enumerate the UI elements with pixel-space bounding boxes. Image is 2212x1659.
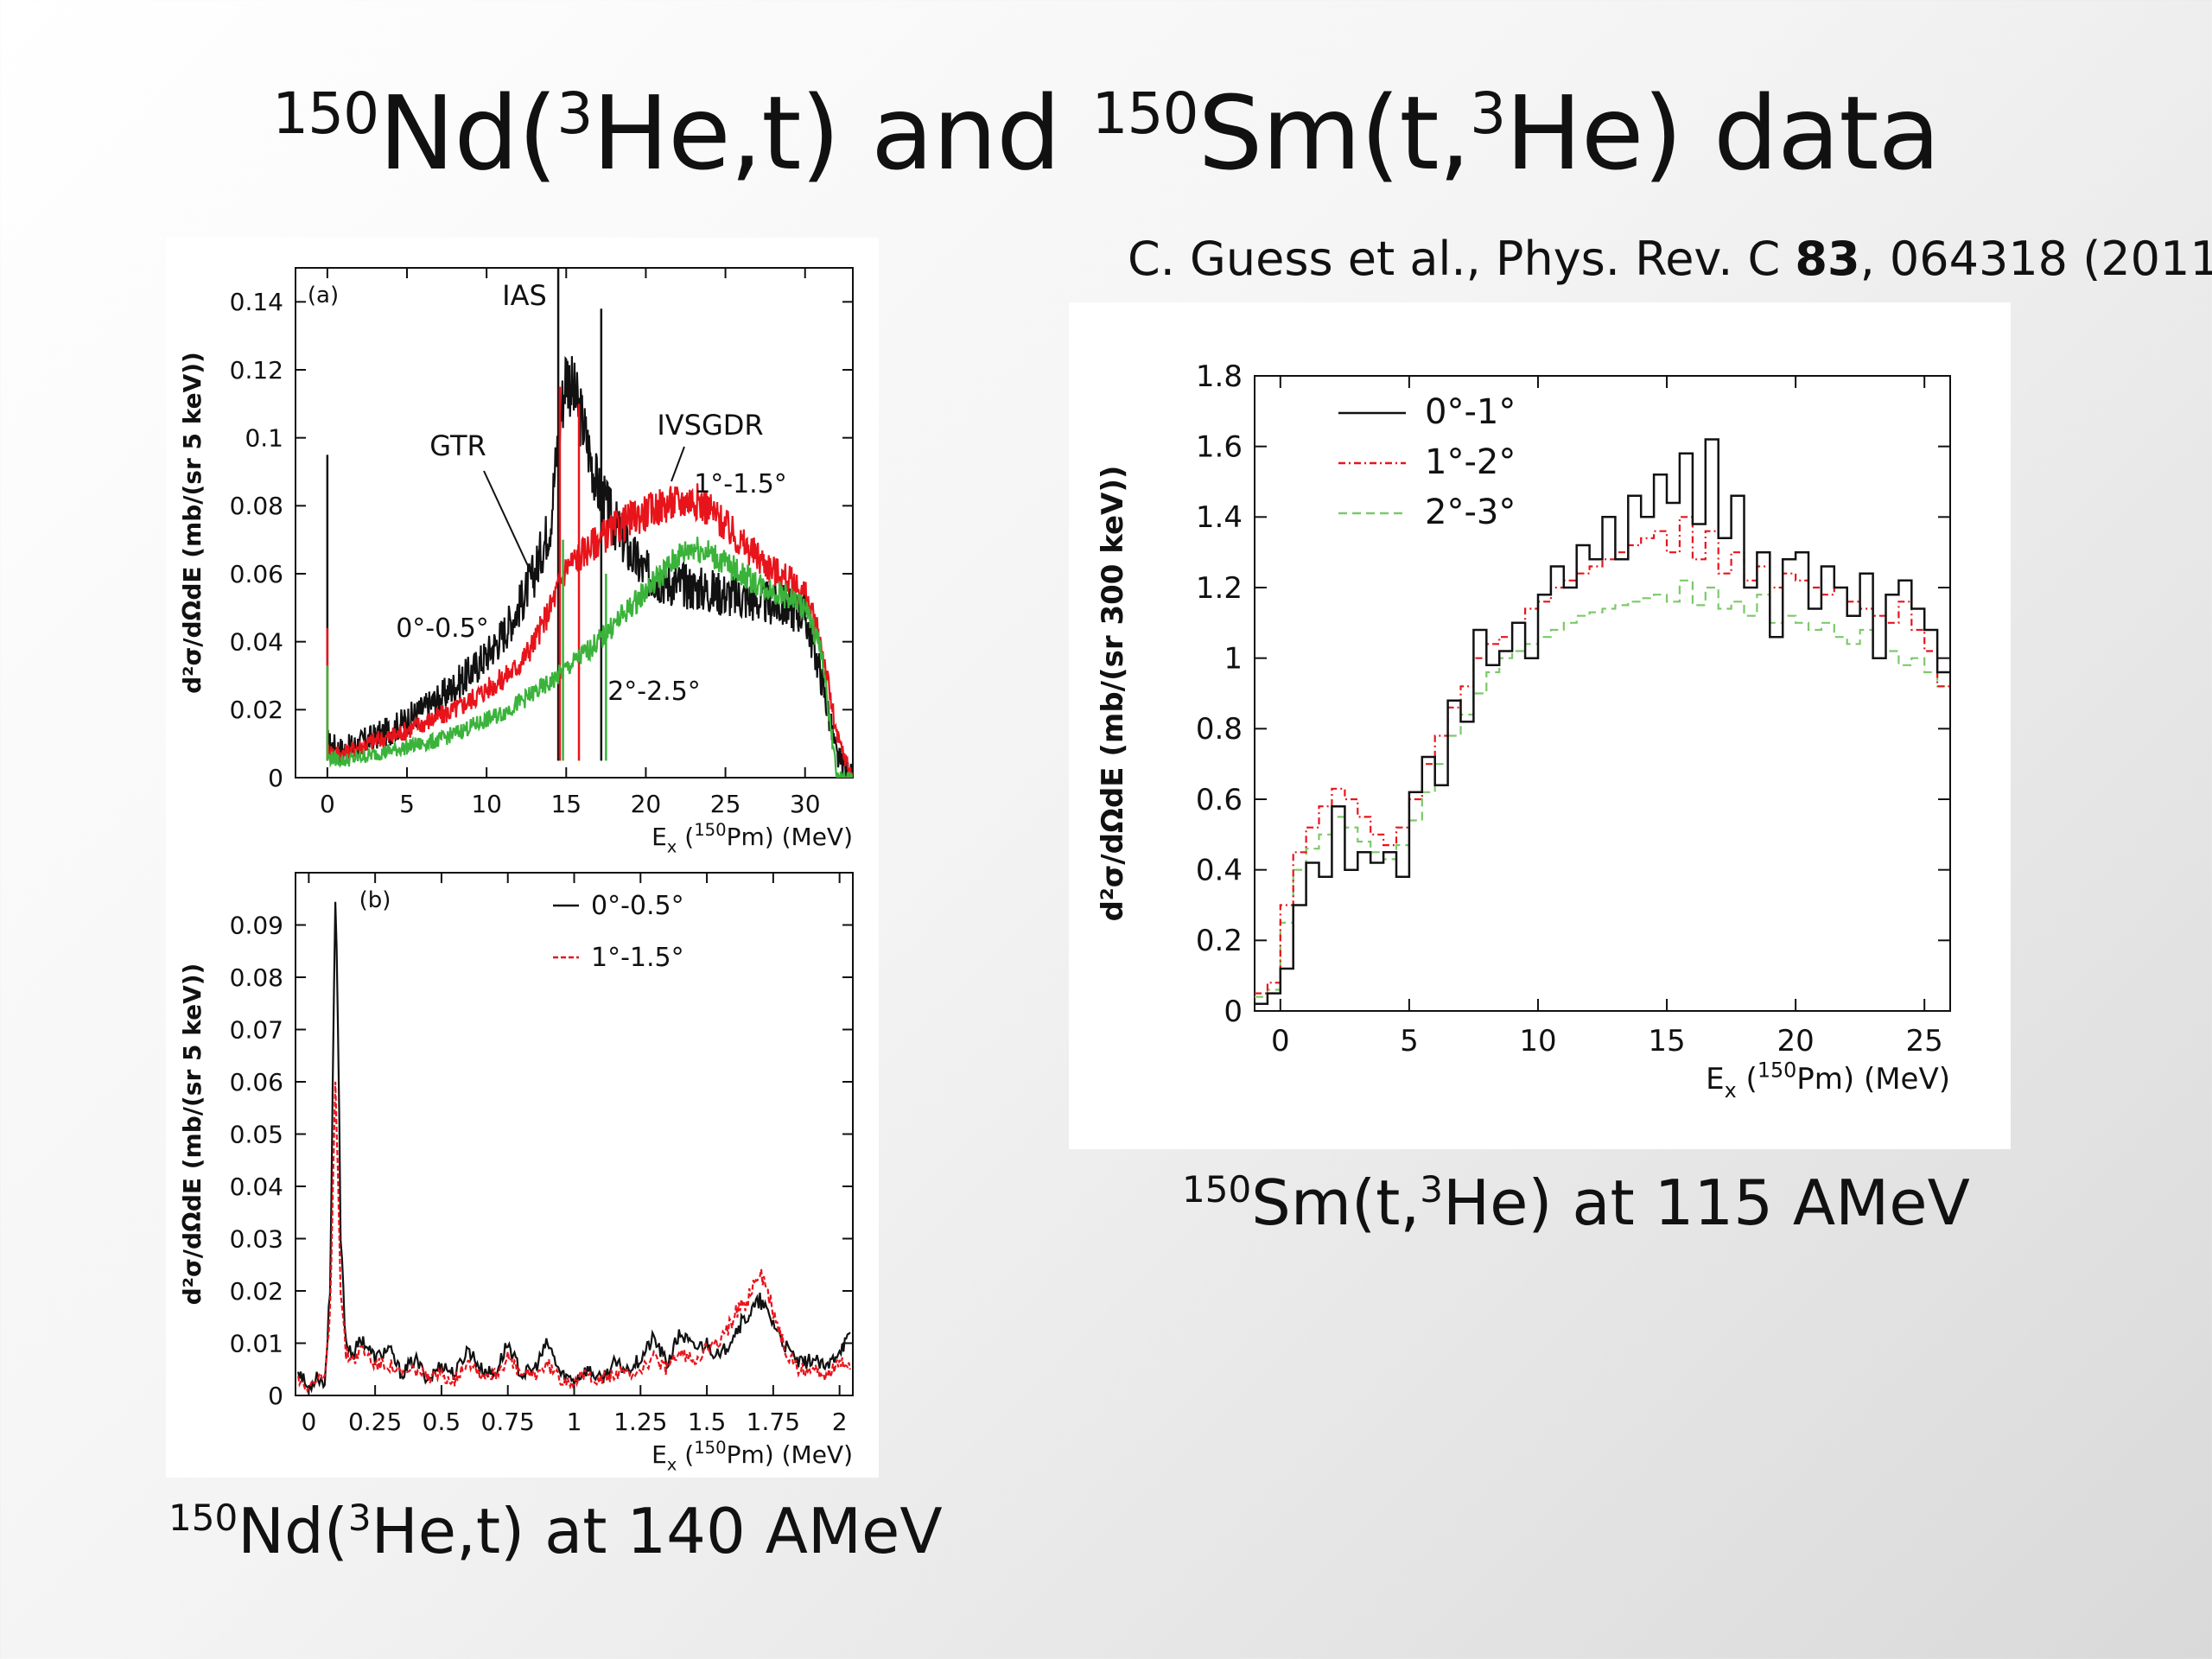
chart-a-ytick-label: 0: [268, 764, 283, 792]
chart-b-ytick-label: 0.07: [230, 1015, 283, 1044]
chart-c-xtick-label: 5: [1400, 1024, 1419, 1058]
chart-c-ytick-label: 1.2: [1196, 571, 1243, 606]
chart-c-xtick-label: 10: [1519, 1024, 1556, 1058]
chart-b-ytick-label: 0.09: [230, 911, 283, 939]
chart-b-xtick-label: 0: [301, 1408, 316, 1436]
chart-a-panel-label: (a): [308, 283, 339, 308]
chart-c-ytick-label: 1.6: [1196, 430, 1243, 465]
chart-a-annot-gtr: GTR: [429, 429, 486, 462]
caption-right: 150Sm(t,3He) at 115 AMeV: [1182, 1166, 1970, 1239]
chart-a-annot-2-2-5: 2°-2.5°: [607, 677, 701, 707]
chart-a-ytick-label: 0.04: [230, 627, 283, 656]
chart-b-ytick-label: 0.01: [230, 1329, 283, 1357]
chart-a-annot-1-1-5: 1°-1.5°: [694, 469, 787, 499]
chart-b-ytick-label: 0.06: [230, 1068, 283, 1096]
chart-c-series-black: [1255, 438, 1950, 1006]
citation: C. Guess et al., Phys. Rev. C 83, 064318…: [1128, 232, 2212, 286]
chart-a-gtr-arrow: [483, 470, 530, 569]
slide-title: 150Nd(3He,t) and 150Sm(t,3He) data: [272, 73, 1941, 193]
chart-a-annot-ias: IAS: [502, 279, 547, 312]
chart-c-xtick-label: 15: [1648, 1024, 1685, 1058]
chart-a-xtick-label: 30: [790, 790, 821, 818]
chart-c-xtick-label: 0: [1271, 1024, 1290, 1058]
chart-b-ylabel: d²σ/dΩdE (mb/(sr 5 keV)): [178, 963, 207, 1306]
chart-a-ytick-label: 0.1: [245, 423, 283, 452]
chart-a-xtick-label: 25: [710, 790, 741, 818]
chart-a-ytick-label: 0.08: [230, 492, 283, 520]
chart-b-xtick-label: 0.25: [348, 1408, 402, 1436]
chart-c-series-green_dashed: [1255, 579, 1950, 998]
chart-b-ytick-label: 0.03: [230, 1224, 283, 1253]
chart-left-svg: 0 5 10 15 20 25 3000.020.040.060.080.10.120.14…: [178, 267, 854, 1475]
chart-b-ytick-label: 0.04: [230, 1173, 283, 1201]
chart-a-xtick-label: 20: [631, 790, 662, 818]
chart-b-series-red: [297, 1081, 851, 1394]
chart-b-xtick-label: 1: [567, 1408, 582, 1436]
chart-a-series-group: [326, 268, 853, 778]
chart-a-annot-0-0-5: 0°-0.5°: [396, 613, 489, 644]
chart-a-series-green: [326, 537, 853, 778]
chart-b-xlabel: Ex (150Pm) (MeV): [652, 1438, 853, 1475]
chart-a-ylabel: d²σ/dΩdE (mb/(sr 5 keV)): [178, 352, 207, 694]
chart-c-ylabel: d²σ/dΩdE (mb/(sr 300 keV)): [1096, 466, 1130, 922]
chart-b-xtick-label: 1.5: [688, 1408, 727, 1436]
chart-a-xtick-label: 5: [399, 790, 415, 818]
chart-b-xtick-label: 2: [832, 1408, 848, 1436]
caption-left: 150Nd(3He,t) at 140 AMeV: [168, 1495, 943, 1567]
chart-b-series-black: [297, 901, 851, 1394]
chart-c-ytick-label: 1: [1224, 642, 1243, 677]
chart-a-series-black: [327, 356, 853, 778]
chart-b-ytick-label: 0.02: [230, 1277, 283, 1306]
chart-b-xtick-label: 1.75: [747, 1408, 800, 1436]
chart-a-ytick-label: 0.12: [230, 356, 283, 385]
chart-a-annot-ivsgdr: IVSGDR: [657, 409, 763, 442]
chart-a-ytick-label: 0.06: [230, 560, 283, 588]
chart-b-ytick-label: 0.05: [230, 1120, 283, 1148]
chart-c-ytick-label: 0.2: [1196, 924, 1243, 958]
figure-panel-left: 0 5 10 15 20 25 30 0 0.02 0.04 0.06 0.08 0.1 0.12 0.14…: [166, 238, 879, 1478]
chart-c-xlabel: Ex (150Pm) (MeV): [1706, 1058, 1950, 1103]
chart-c-plot-frame: [1254, 375, 1951, 1012]
chart-c-legend-label: 0°-1°: [1425, 392, 1516, 432]
chart-a-xtick-label: 10: [471, 790, 502, 818]
chart-b-ytick-label: 0.08: [230, 963, 283, 992]
chart-a-ivsgdr-arrow: [671, 446, 685, 482]
chart-c-ytick-label: 0.8: [1196, 712, 1243, 747]
chart-right-svg: 0 5 10 15 20 25 0 0.2 0.4 0.6 0.8 1 1.2 1.4 1.6 1.8 Ex (…: [1096, 359, 1951, 1103]
chart-b-xtick-label: 0.5: [423, 1408, 461, 1436]
chart-c-ytick-label: 1.4: [1196, 500, 1243, 535]
chart-a-xlabel: Ex (150Pm) (MeV): [652, 820, 853, 857]
chart-b-legend-label: 0°-0.5°: [591, 891, 684, 921]
chart-c-xtick-label: 20: [1777, 1024, 1814, 1058]
chart-b-legend-label: 1°-1.5°: [591, 943, 684, 973]
chart-b-xtick-label: 1.25: [613, 1408, 667, 1436]
chart-a-series-red: [326, 483, 853, 778]
chart-b-panel-label: (b): [359, 887, 391, 913]
chart-c-ytick-label: 0: [1224, 995, 1243, 1029]
chart-c-ytick-label: 0.4: [1196, 854, 1243, 888]
chart-b-xtick-label: 0.75: [481, 1408, 535, 1436]
chart-a-xtick-label: 15: [550, 790, 582, 818]
chart-b-ytick-label: 0: [268, 1382, 283, 1410]
chart-c-series-red: [1255, 516, 1950, 995]
chart-c-xtick-label: 25: [1906, 1024, 1943, 1058]
chart-c-legend-label: 1°-2°: [1425, 442, 1516, 482]
chart-a-ytick-label: 0.02: [230, 696, 283, 724]
chart-a-plot-frame: [295, 267, 854, 779]
chart-c-ytick-label: 1.8: [1196, 359, 1243, 394]
chart-c-legend-label: 2°-3°: [1425, 493, 1516, 532]
chart-c-ytick-label: 0.6: [1196, 783, 1243, 817]
figure-panel-right: 0 5 10 15 20 25 0 0.2 0.4 0.6 0.8 1 1.2 1.4 1.6 1.8 Ex (…: [1069, 302, 2011, 1149]
chart-a-ytick-label: 0.14: [230, 288, 283, 316]
chart-a-xtick-label: 0: [320, 790, 335, 818]
